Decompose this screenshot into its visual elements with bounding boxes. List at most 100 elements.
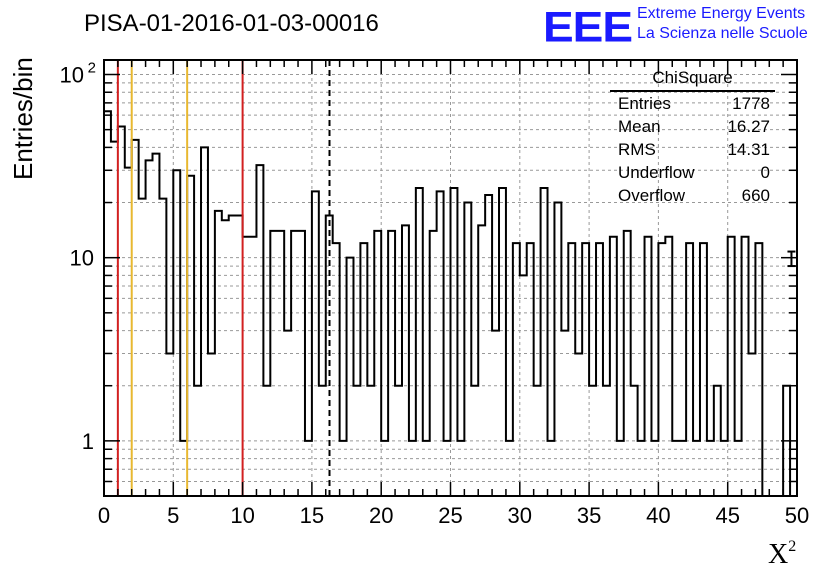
histogram-bin: [215, 211, 222, 496]
histogram-bin: [416, 188, 423, 496]
histogram-bin: [291, 231, 298, 496]
stats-box-rule: [610, 90, 775, 92]
histogram-bin: [270, 231, 277, 496]
x-tick-label: 5: [167, 503, 179, 528]
histogram-bin: [381, 441, 388, 496]
histogram-bin: [610, 237, 617, 496]
histogram-bin: [451, 188, 458, 496]
histogram-bin: [603, 386, 610, 496]
histogram-bin: [471, 386, 478, 496]
histogram-bin: [367, 386, 374, 496]
x-tick-label: 10: [230, 503, 254, 528]
stat-value-mean: 16.27: [727, 117, 770, 136]
x-tick-label: 15: [300, 503, 324, 528]
x-tick-label: 45: [715, 503, 739, 528]
y-tick-label: 10: [70, 246, 94, 271]
histogram-bin: [755, 243, 762, 496]
logo-line-1: Extreme Energy Events: [637, 5, 806, 22]
histogram-bin: [180, 441, 187, 496]
histogram-bin: [132, 140, 139, 496]
x-tick-label: 20: [369, 503, 393, 528]
x-axis-label-sup: 2: [788, 538, 797, 555]
histogram-bin: [374, 231, 381, 496]
histogram-bin: [208, 353, 215, 496]
histogram-bin: [513, 243, 520, 496]
histogram-bin: [312, 191, 319, 496]
x-tick-label: 35: [577, 503, 601, 528]
stat-value-overflow: 660: [741, 186, 770, 205]
x-axis-label: X2: [768, 538, 796, 571]
histogram-bin: [111, 142, 118, 496]
stat-label-underflow: Underflow: [618, 163, 695, 182]
y-tick-label: 10: [60, 63, 84, 88]
histogram-bin: [478, 225, 485, 496]
x-axis-label-base: X: [768, 539, 789, 570]
y-tick-exponent: 2: [88, 60, 96, 77]
histogram-bin: [353, 386, 360, 496]
histogram-bin: [735, 441, 742, 496]
page-title: PISA-01-2016-01-03-00016: [84, 10, 379, 37]
histogram-bin: [229, 215, 236, 496]
y-axis-label: Entries/bin: [8, 57, 38, 180]
histogram-bin: [506, 441, 513, 496]
histogram-bin: [728, 237, 735, 496]
histogram-bin: [256, 165, 263, 496]
histogram-bin: [561, 331, 568, 496]
histogram-bin: [305, 441, 312, 496]
reference-lines: [116, 60, 331, 496]
histogram-bin: [104, 111, 111, 496]
histogram-bin: [499, 188, 506, 496]
histogram-bin: [166, 353, 173, 496]
y-tick-label: 1: [82, 429, 94, 454]
histogram-bin: [596, 243, 603, 496]
histogram-bin: [492, 331, 499, 496]
histogram-bin: [582, 243, 589, 496]
axes: [103, 59, 798, 497]
histogram-bin: [589, 386, 596, 496]
histogram-bin: [395, 386, 402, 496]
stat-label-rms: RMS: [618, 140, 656, 159]
stat-value-rms: 14.31: [727, 140, 770, 159]
histogram-bin: [333, 243, 340, 496]
logo-line-2: La Scienza nelle Scuole: [637, 25, 808, 42]
histogram-bin: [658, 243, 665, 496]
histogram-bin: [194, 386, 201, 496]
histogram-bin: [409, 441, 416, 496]
histogram-bin: [686, 243, 693, 496]
stat-value-underflow: 0: [760, 163, 770, 182]
histogram-bin: [568, 243, 575, 496]
histogram-bin: [721, 441, 728, 496]
histogram-bin: [693, 441, 700, 496]
histogram-bin: [700, 243, 707, 496]
histogram-bin: [617, 441, 624, 496]
histogram-bin: [527, 243, 534, 496]
stat-label-entries: Entries: [618, 94, 671, 113]
histogram-bin: [263, 386, 270, 496]
x-tick-label: 25: [438, 503, 462, 528]
histogram-bin: [742, 237, 749, 496]
histogram-bin: [360, 243, 367, 496]
histogram-bin: [201, 147, 208, 496]
histogram-bin: [651, 441, 658, 496]
histogram-bin: [284, 331, 291, 496]
x-tick-label: 50: [785, 503, 809, 528]
histogram-bin: [541, 188, 548, 496]
stat-label-overflow: Overflow: [618, 186, 686, 205]
histogram-bin: [672, 441, 679, 496]
x-tick-label: 0: [98, 503, 110, 528]
histogram-bin: [173, 170, 180, 496]
histogram-bin: [298, 231, 305, 496]
x-tick-label: 40: [646, 503, 670, 528]
histogram-bin: [714, 386, 721, 496]
histogram-bin: [575, 353, 582, 496]
histogram-bin: [388, 231, 395, 496]
histogram-bin: [554, 203, 561, 496]
histogram-bin: [347, 258, 354, 496]
histogram-bin: [222, 220, 229, 496]
histogram-bin: [534, 386, 541, 496]
histogram-bin: [146, 160, 153, 496]
histogram-bin: [638, 441, 645, 496]
histogram-bin: [437, 191, 444, 496]
stat-value-entries: 1778: [732, 94, 770, 113]
